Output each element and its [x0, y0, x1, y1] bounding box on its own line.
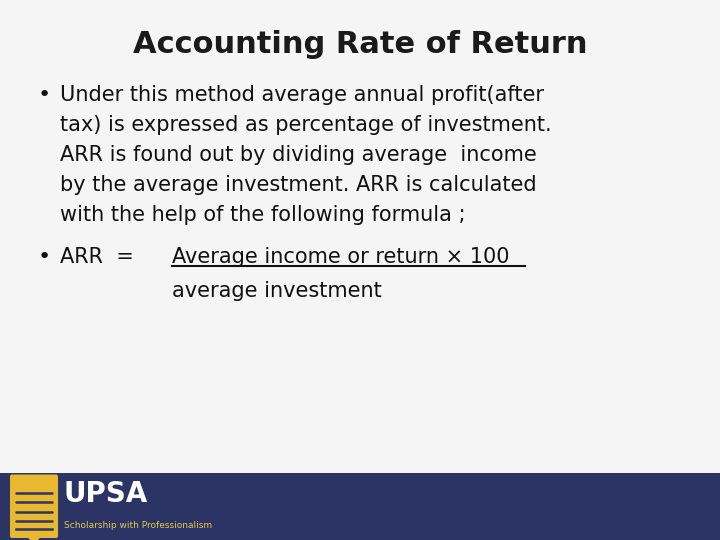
Text: Under this method average annual profit(after: Under this method average annual profit(…	[60, 85, 544, 105]
Text: •: •	[38, 247, 51, 267]
Text: Average income or return × 100: Average income or return × 100	[172, 247, 510, 267]
Text: Scholarship with Professionalism: Scholarship with Professionalism	[64, 521, 212, 530]
Text: ARR  =: ARR =	[60, 247, 147, 267]
Text: average investment: average investment	[172, 281, 382, 301]
Text: by the average investment. ARR is calculated: by the average investment. ARR is calcul…	[60, 175, 536, 195]
Bar	[0, 472, 720, 540]
Polygon shape	[12, 518, 56, 540]
Text: Accounting Rate of Return: Accounting Rate of Return	[132, 30, 588, 59]
Text: •: •	[38, 85, 51, 105]
Text: ARR is found out by dividing average  income: ARR is found out by dividing average inc…	[60, 145, 536, 165]
Text: with the help of the following formula ;: with the help of the following formula ;	[60, 205, 466, 225]
FancyBboxPatch shape	[10, 475, 58, 538]
Text: UPSA: UPSA	[64, 480, 148, 508]
Text: tax) is expressed as percentage of investment.: tax) is expressed as percentage of inves…	[60, 115, 552, 135]
